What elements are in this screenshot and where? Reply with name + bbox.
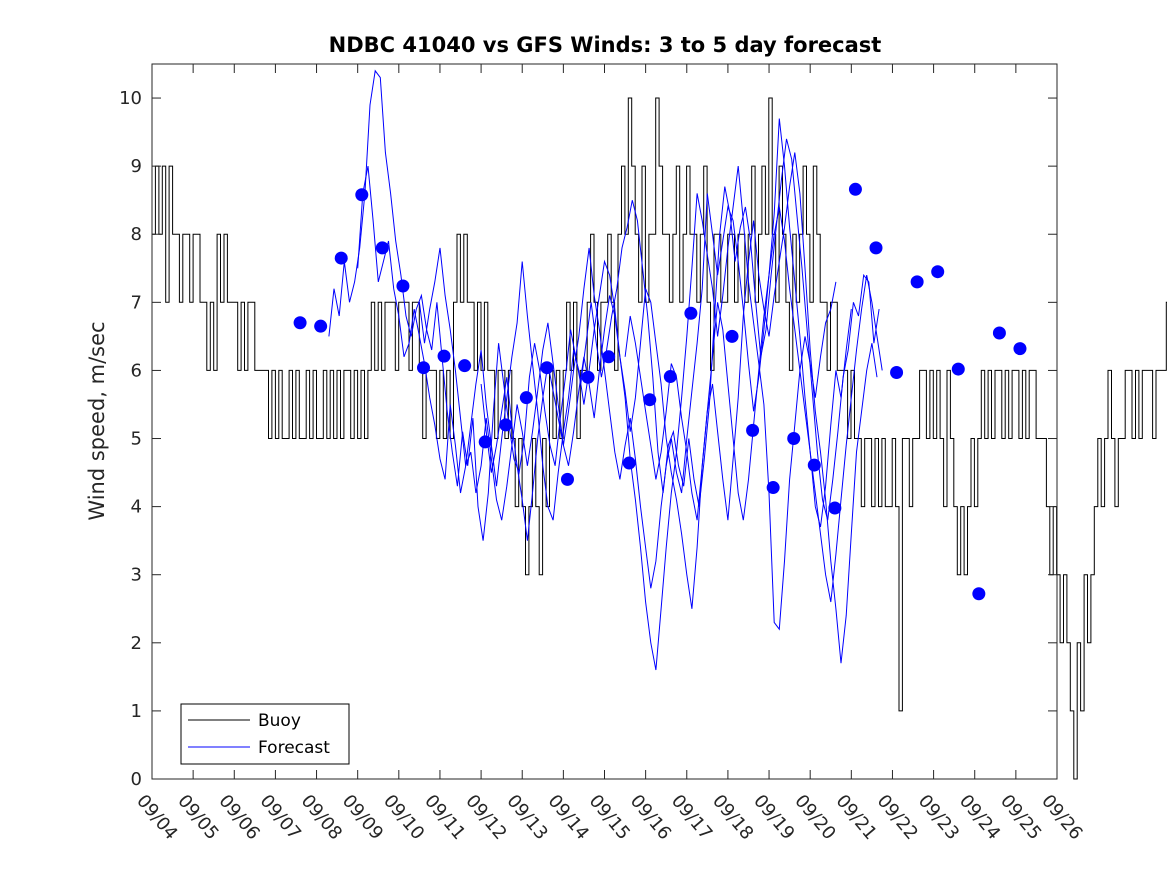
forecast-marker (663, 370, 677, 384)
forecast-marker (417, 361, 430, 375)
forecast-marker (848, 182, 862, 196)
forecast-marker (314, 319, 328, 333)
forecast-marker (828, 501, 842, 515)
chart-title: NDBC 41040 vs GFS Winds: 3 to 5 day fore… (329, 33, 882, 57)
y-tick-label: 9 (131, 156, 142, 177)
y-tick-label: 0 (131, 769, 142, 790)
forecast-marker (951, 362, 965, 376)
y-tick-label: 5 (131, 429, 142, 450)
forecast-marker (869, 241, 883, 255)
y-tick-label: 4 (131, 497, 142, 518)
y-tick-label: 3 (131, 565, 142, 586)
forecast-marker (519, 391, 533, 405)
y-tick-label: 2 (131, 633, 142, 654)
forecast-marker (972, 587, 986, 601)
forecast-marker (375, 241, 389, 255)
legend-box (180, 703, 350, 765)
forecast-marker (684, 306, 698, 320)
buoy-series-line (152, 97, 1167, 780)
forecast-marker (396, 279, 410, 293)
marker-layer (293, 182, 1027, 601)
forecast-marker (355, 188, 369, 202)
forecast-marker (560, 472, 574, 486)
series-layer (152, 69, 1167, 780)
forecast-marker (787, 432, 801, 446)
forecast-marker (581, 370, 595, 384)
legend-label-buoy: Buoy (258, 711, 301, 731)
forecast-series-line-3 (418, 118, 852, 589)
forecast-marker (293, 316, 307, 330)
forecast-marker (540, 361, 554, 375)
forecast-marker (1013, 342, 1027, 356)
forecast-marker (807, 458, 821, 472)
forecast-marker (766, 481, 780, 495)
forecast-marker (725, 329, 739, 343)
forecast-marker (890, 365, 904, 379)
y-tick-label: 8 (131, 224, 142, 245)
forecast-marker (602, 350, 616, 364)
forecast-marker (931, 265, 945, 279)
y-tick-label: 6 (131, 360, 142, 381)
y-tick-label: 1 (131, 701, 142, 722)
forecast-marker (478, 435, 492, 449)
legend-label-forecast: Forecast (258, 738, 330, 758)
forecast-marker (992, 326, 1006, 340)
forecast-marker (643, 393, 657, 407)
forecast-marker (458, 359, 472, 373)
forecast-marker (437, 349, 451, 363)
plot-area (152, 64, 1057, 779)
forecast-marker (746, 423, 760, 437)
forecast-marker (910, 275, 924, 289)
forecast-marker (622, 456, 636, 470)
forecast-marker (499, 418, 513, 432)
forecast-marker (334, 251, 348, 265)
y-axis-label: Wind speed, m/sec (85, 321, 109, 520)
y-tick-label: 10 (119, 88, 142, 109)
legend: Buoy Forecast (180, 703, 350, 765)
y-tick-label: 7 (131, 292, 142, 313)
